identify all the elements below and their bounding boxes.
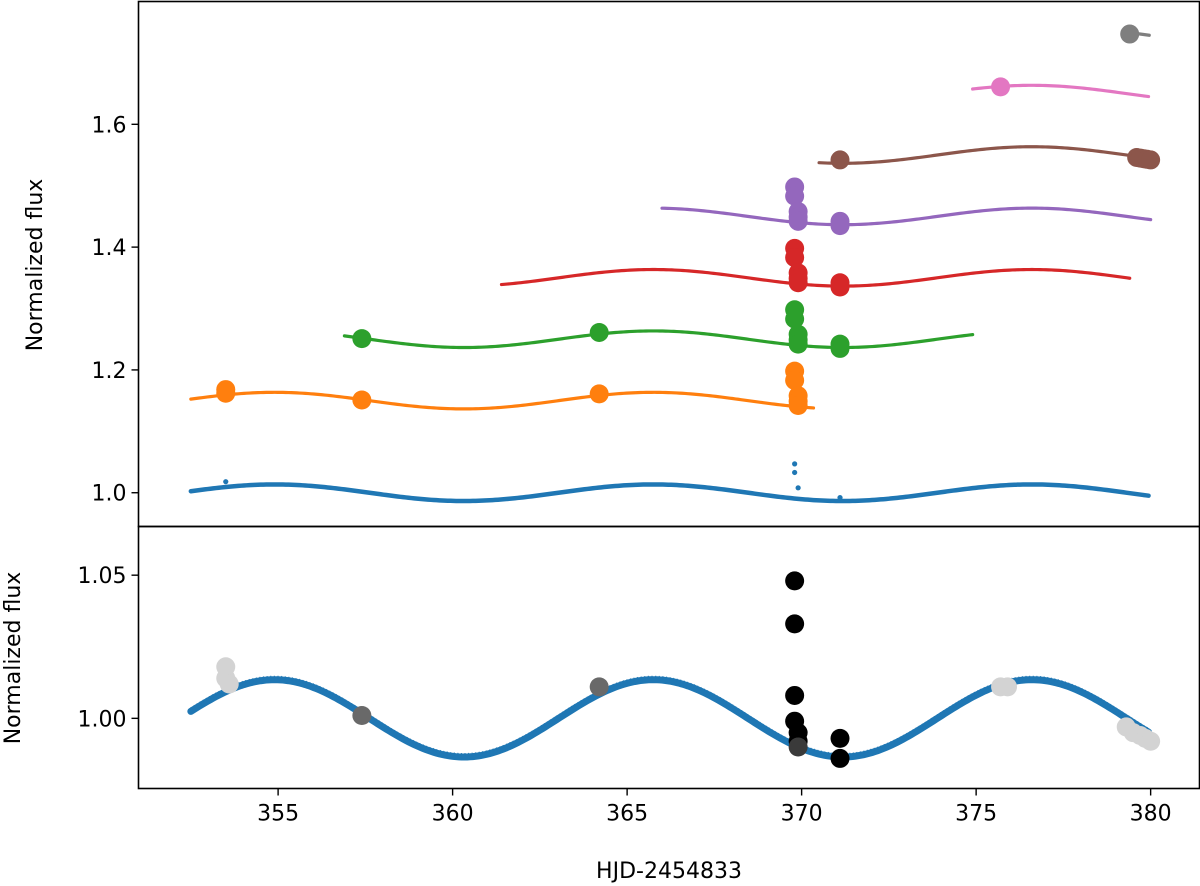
flare-marker [830,277,850,297]
flare-point [788,737,808,757]
y-tick-label: 1.05 [78,564,127,589]
flare-point [830,728,850,748]
x-tick-label: 370 [781,802,823,827]
bottom-y-ticks: 1.00 1.05 [78,564,139,732]
flare-marker [589,384,609,404]
flare-point [785,685,805,705]
flare-point [219,674,239,694]
flare-marker [785,309,805,329]
bottom-plot-area [187,571,1161,768]
series-line [189,390,816,411]
series-0 [188,461,1151,504]
x-axis-label: HJD-2454833 [596,859,742,884]
series-line [188,482,1151,504]
series-3 [499,238,1132,297]
flare-marker [785,370,805,390]
flare-marker [788,273,808,293]
data-point [792,469,798,476]
flare-marker [830,150,850,170]
flare-marker [216,383,236,403]
flare-point [785,614,805,634]
flare-marker [1120,24,1140,44]
bottom-panel: 1.00 1.05 355 360 365 370 375 380 Normalized f… [1,564,1172,884]
data-point [795,485,801,491]
data-point [223,479,229,485]
series-4 [660,177,1153,236]
flare-marker [991,77,1011,97]
x-tick-label: 375 [955,802,997,827]
light-curve [187,676,1153,761]
top-y-axis-label: Normalized flux [23,179,48,352]
series-line [342,329,975,350]
data-point [792,461,798,467]
y-tick-label: 1.4 [92,236,127,261]
flare-marker [785,186,805,206]
top-panel: 1.0 1.2 1.4 1.6 Normalized flux [23,24,1161,507]
series-7 [1120,24,1151,44]
series-6 [971,77,1151,99]
flare-point [785,571,805,591]
top-y-ticks: 1.0 1.2 1.4 1.6 [92,113,139,507]
series-line [817,145,1151,165]
flare-point [830,748,850,768]
flare-marker [352,390,372,410]
flare-marker [1141,150,1161,170]
flare-marker [352,329,372,349]
x-tick-label: 380 [1130,802,1172,827]
series-line [660,206,1153,227]
bottom-y-axis-label: Normalized flux [1,572,26,745]
y-tick-label: 1.0 [92,482,127,507]
flare-marker [589,322,609,342]
flare-marker [788,334,808,354]
series-2 [342,300,975,358]
series-1 [189,361,816,416]
flare-marker [830,338,850,358]
y-tick-label: 1.2 [92,359,127,384]
top-plot-area [188,24,1161,504]
series-line [499,267,1132,288]
y-tick-label: 1.6 [92,113,127,138]
flare-point [589,677,609,697]
x-tick-label: 360 [432,802,474,827]
y-tick-label: 1.00 [78,707,127,732]
flare-marker [785,248,805,268]
light-curve-scatter [190,675,1150,757]
data-point [837,495,843,501]
flare-marker [788,396,808,416]
flare-point [998,677,1018,697]
flare-point [1141,731,1161,751]
x-tick-label: 355 [257,802,299,827]
series-5 [817,145,1161,170]
flare-marker [830,216,850,236]
flare-point [352,705,372,725]
x-tick-label: 365 [606,802,648,827]
x-ticks: 355 360 365 370 375 380 [257,788,1172,827]
flare-marker [788,211,808,231]
